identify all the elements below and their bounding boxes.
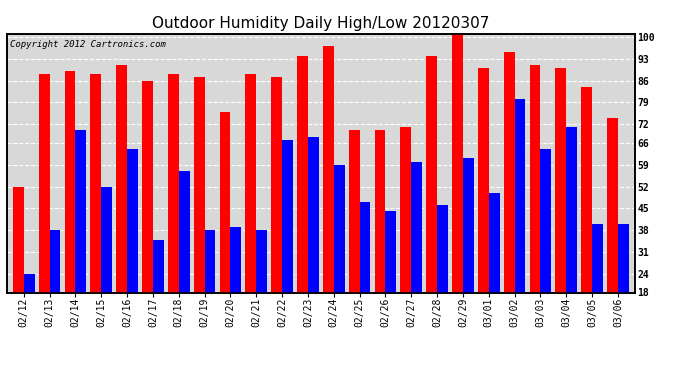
Bar xyxy=(23,274,34,292)
Bar xyxy=(90,74,101,292)
Bar xyxy=(452,34,463,292)
Bar xyxy=(153,240,164,292)
Bar xyxy=(515,99,526,292)
Bar xyxy=(426,56,437,292)
Bar xyxy=(618,224,629,292)
Bar xyxy=(607,118,618,292)
Bar xyxy=(359,202,371,292)
Bar xyxy=(282,140,293,292)
Bar xyxy=(489,193,500,292)
Bar xyxy=(297,56,308,292)
Bar xyxy=(566,127,577,292)
Bar xyxy=(246,74,256,292)
Bar xyxy=(478,68,489,292)
Bar xyxy=(504,53,515,292)
Bar xyxy=(168,74,179,292)
Bar xyxy=(127,149,138,292)
Bar xyxy=(400,127,411,292)
Bar xyxy=(75,130,86,292)
Bar xyxy=(592,224,603,292)
Bar xyxy=(530,65,540,292)
Bar xyxy=(463,159,474,292)
Bar xyxy=(101,186,112,292)
Bar xyxy=(65,71,75,292)
Bar xyxy=(230,227,241,292)
Bar xyxy=(204,230,215,292)
Text: Copyright 2012 Cartronics.com: Copyright 2012 Cartronics.com xyxy=(10,40,166,49)
Bar xyxy=(179,171,190,292)
Bar xyxy=(116,65,127,292)
Bar xyxy=(323,46,334,292)
Bar xyxy=(540,149,551,292)
Bar xyxy=(308,136,319,292)
Title: Outdoor Humidity Daily High/Low 20120307: Outdoor Humidity Daily High/Low 20120307 xyxy=(152,16,489,31)
Bar xyxy=(348,130,359,292)
Bar xyxy=(50,230,61,292)
Bar xyxy=(256,230,267,292)
Bar xyxy=(219,112,230,292)
Bar xyxy=(375,130,386,292)
Bar xyxy=(194,77,204,292)
Bar xyxy=(437,205,448,292)
Bar xyxy=(13,186,23,292)
Bar xyxy=(142,81,153,292)
Bar xyxy=(39,74,50,292)
Bar xyxy=(411,162,422,292)
Bar xyxy=(555,68,566,292)
Bar xyxy=(334,165,344,292)
Bar xyxy=(581,87,592,292)
Bar xyxy=(386,211,396,292)
Bar xyxy=(271,77,282,292)
